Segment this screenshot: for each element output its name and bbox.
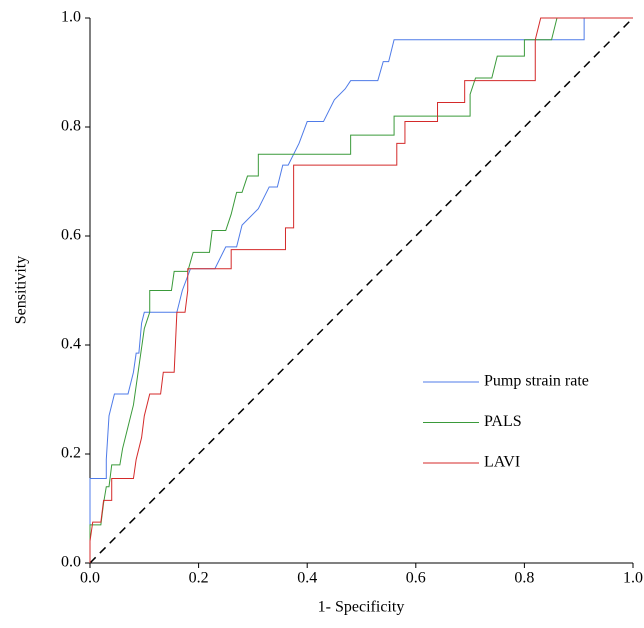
y-tick-label: 1.0 [61,9,81,26]
y-tick-label: 0.8 [61,118,81,135]
y-tick-label: 0.0 [61,554,81,571]
y-axis-label: Sensitivity [13,256,30,324]
x-tick-label: 0.8 [514,570,534,587]
x-tick-label: 1.0 [623,570,643,587]
y-tick-label: 0.2 [61,445,81,462]
roc-curve [89,17,633,563]
roc-curve [89,17,633,563]
y-tick-label: 0.6 [61,227,81,244]
legend-label: LAVI [484,454,520,471]
y-tick-label: 0.4 [61,336,81,353]
reference-diagonal [89,17,634,564]
x-tick-label: 0.4 [297,570,317,587]
x-tick-label: 0.6 [406,570,426,587]
x-tick-label: 0.0 [80,570,100,587]
x-axis-label: 1- Specificity [318,599,405,616]
legend-label: PALS [484,413,522,430]
legend-label: Pump strain rate [484,373,589,390]
x-tick-label: 0.2 [189,570,209,587]
roc-curve [89,17,633,563]
